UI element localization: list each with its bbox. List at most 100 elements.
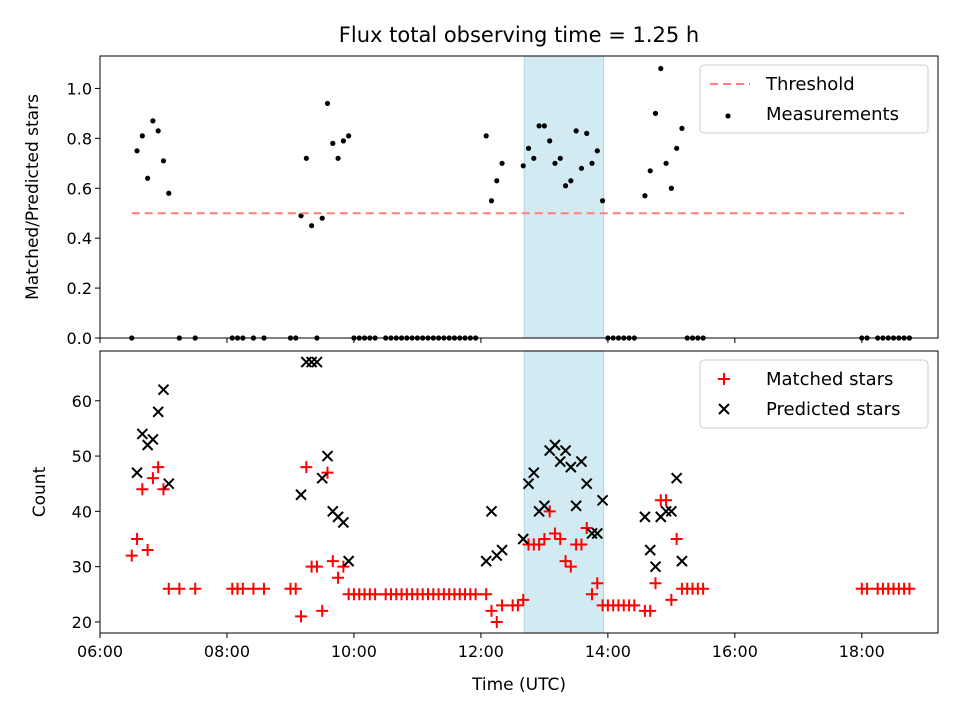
matched-point xyxy=(369,588,382,601)
predicted-point xyxy=(305,356,318,368)
matched-point xyxy=(628,599,641,612)
measurement-point xyxy=(324,100,331,107)
legend-dot-swatch xyxy=(725,113,731,119)
measurement-point xyxy=(346,133,352,139)
matched-point xyxy=(125,549,138,562)
matched-point xyxy=(670,533,683,545)
measurement-point xyxy=(589,160,595,166)
predicted-point xyxy=(131,466,143,479)
highlight-span xyxy=(523,55,605,339)
y-tick-label: 20 xyxy=(72,613,92,632)
measurement-point xyxy=(594,148,600,154)
predicted-point xyxy=(676,555,688,567)
matched-point xyxy=(480,588,493,601)
y-tick-label: 40 xyxy=(72,502,92,521)
predicted-point xyxy=(570,500,582,512)
predicted-point xyxy=(522,477,535,490)
measurement-point xyxy=(663,160,669,166)
predicted-point xyxy=(496,544,508,556)
predicted-point xyxy=(163,477,175,490)
matched-point xyxy=(580,521,593,534)
measurement-point xyxy=(552,160,558,166)
measurement-point xyxy=(335,155,341,161)
predicted-point xyxy=(517,533,529,545)
measurement-point xyxy=(303,155,309,161)
top-panel: 0.0 0.2 0.4 0.6 0.8 1.0 Matched/Predicted sta… xyxy=(23,55,939,348)
matched-point xyxy=(162,582,175,595)
matched-point xyxy=(152,461,165,474)
matched-point xyxy=(517,593,530,606)
y-tick-label: 0.8 xyxy=(67,129,92,148)
matched-point xyxy=(903,582,916,595)
measurement-point xyxy=(599,198,606,204)
y-tick-label: 0.4 xyxy=(67,229,92,248)
measurement-point xyxy=(642,193,648,199)
measurement-point xyxy=(488,198,495,204)
matched-point xyxy=(490,615,503,628)
matched-point xyxy=(321,466,334,479)
measurement-point xyxy=(309,223,315,229)
predicted-point xyxy=(295,489,307,501)
measurement-point xyxy=(573,128,579,134)
top-y-axis: 0.0 0.2 0.4 0.6 0.8 1.0 xyxy=(67,79,100,348)
predicted-point xyxy=(342,555,355,567)
y-tick-label: 50 xyxy=(72,447,92,466)
matched-point xyxy=(543,505,556,518)
y-tick-label: 0.6 xyxy=(67,179,92,198)
measurement-point xyxy=(134,148,140,154)
measurement-point xyxy=(668,185,674,191)
predicted-point xyxy=(660,505,672,518)
x-tick-label: 08:00 xyxy=(204,642,250,661)
matched-point xyxy=(316,604,329,617)
legend-box xyxy=(699,64,929,134)
highlight-span xyxy=(523,350,605,634)
bottom-y-axis-label: Count xyxy=(30,466,50,517)
matched-point xyxy=(131,533,144,545)
count-points xyxy=(125,356,916,628)
matched-point xyxy=(591,577,604,590)
legend-label: Matched stars xyxy=(766,369,893,390)
measurement-point xyxy=(166,190,172,196)
predicted-point xyxy=(596,494,609,507)
predicted-point xyxy=(670,472,683,484)
matched-point xyxy=(511,599,524,612)
bottom-legend: Matched stars Predicted stars xyxy=(699,359,929,429)
measurement-point xyxy=(340,138,346,144)
matched-point xyxy=(258,582,271,595)
matched-point xyxy=(337,560,350,573)
measurement-point xyxy=(319,215,325,221)
matched-point xyxy=(538,533,551,545)
matched-point xyxy=(533,538,546,551)
measurement-point xyxy=(525,145,532,151)
predicted-point xyxy=(538,500,551,512)
measurement-point xyxy=(536,123,542,129)
measurement-point xyxy=(652,110,659,116)
measurement-point xyxy=(541,123,547,129)
matched-point xyxy=(496,599,509,612)
measurement-point xyxy=(578,165,585,171)
x-tick-label: 12:00 xyxy=(458,642,504,661)
legend-plus-swatch xyxy=(718,373,730,385)
measurement-point xyxy=(155,128,161,134)
predicted-point xyxy=(157,383,170,396)
measurement-point xyxy=(150,118,156,124)
matched-point xyxy=(157,483,170,496)
legend-x-swatch xyxy=(718,403,730,415)
legend-label: Predicted stars xyxy=(766,399,900,420)
matched-point xyxy=(136,483,149,496)
matched-point xyxy=(469,588,482,601)
matched-point xyxy=(300,461,313,474)
matched-point xyxy=(295,610,308,623)
matched-point xyxy=(586,588,599,601)
predicted-point xyxy=(300,356,313,368)
predicted-point xyxy=(649,560,662,573)
top-x-ticks xyxy=(99,338,863,343)
x-tick-label: 14:00 xyxy=(585,642,631,661)
measurement-point xyxy=(647,168,653,174)
measurement-point xyxy=(679,125,685,131)
predicted-point xyxy=(575,455,588,468)
y-tick-label: 0.2 xyxy=(67,279,92,298)
matched-point xyxy=(660,494,673,507)
measurement-point xyxy=(562,183,569,189)
measurement-point xyxy=(494,178,500,184)
